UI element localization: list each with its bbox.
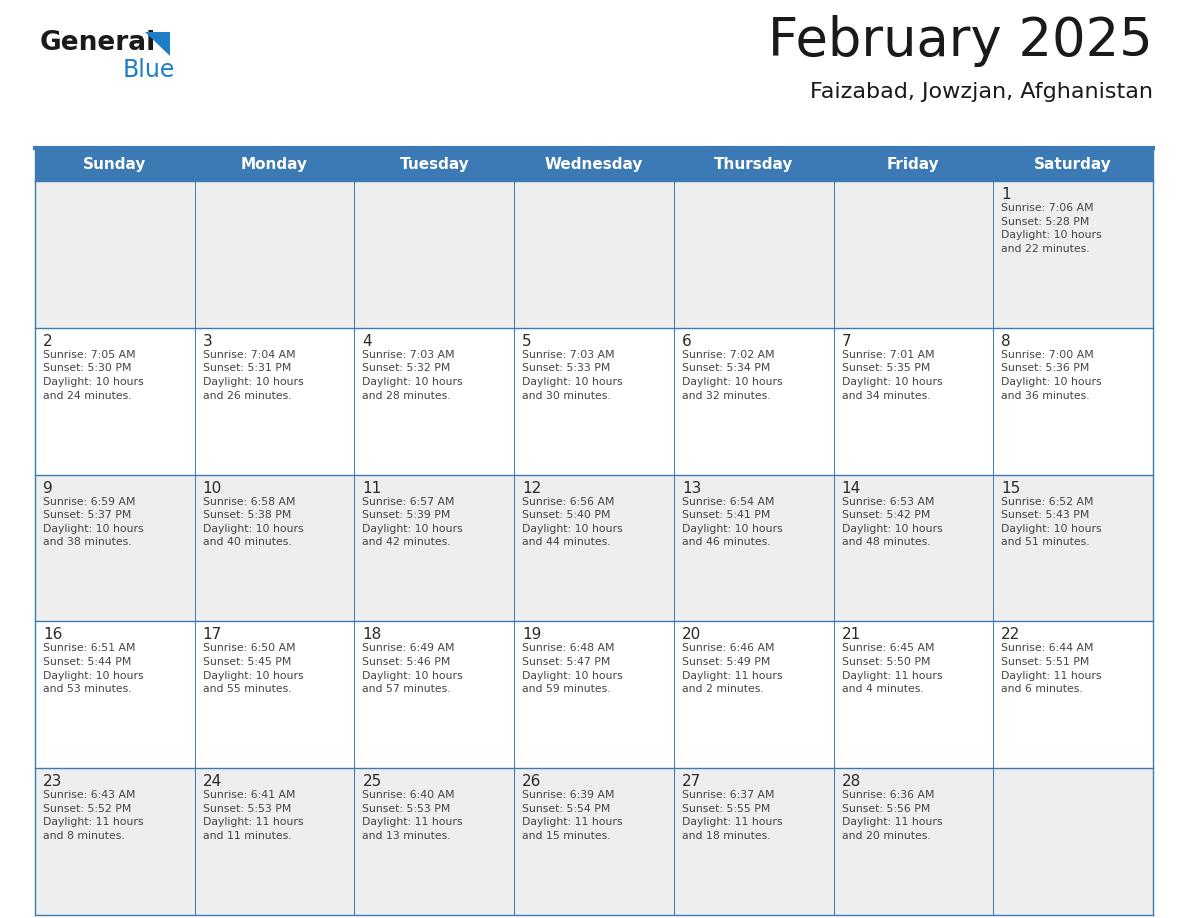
Text: Sunrise: 6:52 AM
Sunset: 5:43 PM
Daylight: 10 hours
and 51 minutes.: Sunrise: 6:52 AM Sunset: 5:43 PM Dayligh… [1001, 497, 1102, 547]
Text: 13: 13 [682, 481, 701, 496]
Text: 20: 20 [682, 627, 701, 643]
Text: 8: 8 [1001, 334, 1011, 349]
Text: 5: 5 [523, 334, 532, 349]
Text: 4: 4 [362, 334, 372, 349]
Text: 28: 28 [841, 774, 861, 789]
Text: 23: 23 [43, 774, 63, 789]
Text: Sunrise: 6:48 AM
Sunset: 5:47 PM
Daylight: 10 hours
and 59 minutes.: Sunrise: 6:48 AM Sunset: 5:47 PM Dayligh… [523, 644, 623, 694]
Text: Sunrise: 6:36 AM
Sunset: 5:56 PM
Daylight: 11 hours
and 20 minutes.: Sunrise: 6:36 AM Sunset: 5:56 PM Dayligh… [841, 790, 942, 841]
Text: Sunrise: 6:49 AM
Sunset: 5:46 PM
Daylight: 10 hours
and 57 minutes.: Sunrise: 6:49 AM Sunset: 5:46 PM Dayligh… [362, 644, 463, 694]
Text: 2: 2 [43, 334, 52, 349]
Text: Sunrise: 7:03 AM
Sunset: 5:33 PM
Daylight: 10 hours
and 30 minutes.: Sunrise: 7:03 AM Sunset: 5:33 PM Dayligh… [523, 350, 623, 400]
Text: 3: 3 [203, 334, 213, 349]
Text: Sunrise: 7:05 AM
Sunset: 5:30 PM
Daylight: 10 hours
and 24 minutes.: Sunrise: 7:05 AM Sunset: 5:30 PM Dayligh… [43, 350, 144, 400]
Text: 14: 14 [841, 481, 861, 496]
Text: Sunrise: 6:39 AM
Sunset: 5:54 PM
Daylight: 11 hours
and 15 minutes.: Sunrise: 6:39 AM Sunset: 5:54 PM Dayligh… [523, 790, 623, 841]
Bar [34, 621, 1154, 768]
Text: Sunrise: 6:43 AM
Sunset: 5:52 PM
Daylight: 11 hours
and 8 minutes.: Sunrise: 6:43 AM Sunset: 5:52 PM Dayligh… [43, 790, 144, 841]
Text: 1: 1 [1001, 187, 1011, 202]
Text: Sunrise: 6:53 AM
Sunset: 5:42 PM
Daylight: 10 hours
and 48 minutes.: Sunrise: 6:53 AM Sunset: 5:42 PM Dayligh… [841, 497, 942, 547]
Text: Sunrise: 6:57 AM
Sunset: 5:39 PM
Daylight: 10 hours
and 42 minutes.: Sunrise: 6:57 AM Sunset: 5:39 PM Dayligh… [362, 497, 463, 547]
Text: 18: 18 [362, 627, 381, 643]
Text: Sunrise: 6:44 AM
Sunset: 5:51 PM
Daylight: 11 hours
and 6 minutes.: Sunrise: 6:44 AM Sunset: 5:51 PM Dayligh… [1001, 644, 1101, 694]
Bar [34, 768, 1154, 915]
Bar [34, 328, 1154, 475]
Text: Sunrise: 6:45 AM
Sunset: 5:50 PM
Daylight: 11 hours
and 4 minutes.: Sunrise: 6:45 AM Sunset: 5:50 PM Dayligh… [841, 644, 942, 694]
Text: Sunrise: 6:40 AM
Sunset: 5:53 PM
Daylight: 11 hours
and 13 minutes.: Sunrise: 6:40 AM Sunset: 5:53 PM Dayligh… [362, 790, 463, 841]
Text: 27: 27 [682, 774, 701, 789]
Text: Sunrise: 6:51 AM
Sunset: 5:44 PM
Daylight: 10 hours
and 53 minutes.: Sunrise: 6:51 AM Sunset: 5:44 PM Dayligh… [43, 644, 144, 694]
Text: 21: 21 [841, 627, 861, 643]
Text: Sunrise: 7:00 AM
Sunset: 5:36 PM
Daylight: 10 hours
and 36 minutes.: Sunrise: 7:00 AM Sunset: 5:36 PM Dayligh… [1001, 350, 1102, 400]
Text: Sunrise: 7:01 AM
Sunset: 5:35 PM
Daylight: 10 hours
and 34 minutes.: Sunrise: 7:01 AM Sunset: 5:35 PM Dayligh… [841, 350, 942, 400]
Text: 19: 19 [523, 627, 542, 643]
Text: Thursday: Thursday [714, 157, 794, 172]
Bar [34, 475, 1154, 621]
Text: General: General [40, 30, 157, 56]
Text: Friday: Friday [887, 157, 940, 172]
Text: Sunrise: 7:03 AM
Sunset: 5:32 PM
Daylight: 10 hours
and 28 minutes.: Sunrise: 7:03 AM Sunset: 5:32 PM Dayligh… [362, 350, 463, 400]
Text: Sunrise: 6:41 AM
Sunset: 5:53 PM
Daylight: 11 hours
and 11 minutes.: Sunrise: 6:41 AM Sunset: 5:53 PM Dayligh… [203, 790, 303, 841]
Text: Sunrise: 7:02 AM
Sunset: 5:34 PM
Daylight: 10 hours
and 32 minutes.: Sunrise: 7:02 AM Sunset: 5:34 PM Dayligh… [682, 350, 783, 400]
Text: 11: 11 [362, 481, 381, 496]
Text: Saturday: Saturday [1035, 157, 1112, 172]
Text: 26: 26 [523, 774, 542, 789]
Text: Monday: Monday [241, 157, 308, 172]
Text: Wednesday: Wednesday [545, 157, 643, 172]
Text: Sunrise: 6:58 AM
Sunset: 5:38 PM
Daylight: 10 hours
and 40 minutes.: Sunrise: 6:58 AM Sunset: 5:38 PM Dayligh… [203, 497, 303, 547]
Text: 12: 12 [523, 481, 542, 496]
Text: 10: 10 [203, 481, 222, 496]
Text: Sunrise: 6:50 AM
Sunset: 5:45 PM
Daylight: 10 hours
and 55 minutes.: Sunrise: 6:50 AM Sunset: 5:45 PM Dayligh… [203, 644, 303, 694]
Text: Sunrise: 6:59 AM
Sunset: 5:37 PM
Daylight: 10 hours
and 38 minutes.: Sunrise: 6:59 AM Sunset: 5:37 PM Dayligh… [43, 497, 144, 547]
Text: 6: 6 [682, 334, 691, 349]
Text: 16: 16 [43, 627, 63, 643]
Text: Tuesday: Tuesday [399, 157, 469, 172]
Bar [34, 148, 1154, 181]
Text: 15: 15 [1001, 481, 1020, 496]
Text: Sunrise: 6:54 AM
Sunset: 5:41 PM
Daylight: 10 hours
and 46 minutes.: Sunrise: 6:54 AM Sunset: 5:41 PM Dayligh… [682, 497, 783, 547]
Text: Sunrise: 6:46 AM
Sunset: 5:49 PM
Daylight: 11 hours
and 2 minutes.: Sunrise: 6:46 AM Sunset: 5:49 PM Dayligh… [682, 644, 783, 694]
Text: 7: 7 [841, 334, 851, 349]
Text: Sunrise: 7:06 AM
Sunset: 5:28 PM
Daylight: 10 hours
and 22 minutes.: Sunrise: 7:06 AM Sunset: 5:28 PM Dayligh… [1001, 203, 1102, 253]
Text: 24: 24 [203, 774, 222, 789]
Text: February 2025: February 2025 [769, 15, 1154, 67]
Text: Sunrise: 6:37 AM
Sunset: 5:55 PM
Daylight: 11 hours
and 18 minutes.: Sunrise: 6:37 AM Sunset: 5:55 PM Dayligh… [682, 790, 783, 841]
Text: Sunday: Sunday [83, 157, 146, 172]
Text: 22: 22 [1001, 627, 1020, 643]
Text: 9: 9 [43, 481, 52, 496]
Text: 17: 17 [203, 627, 222, 643]
Text: Blue: Blue [124, 58, 176, 82]
Text: 25: 25 [362, 774, 381, 789]
Text: Faizabad, Jowzjan, Afghanistan: Faizabad, Jowzjan, Afghanistan [810, 82, 1154, 102]
Text: Sunrise: 7:04 AM
Sunset: 5:31 PM
Daylight: 10 hours
and 26 minutes.: Sunrise: 7:04 AM Sunset: 5:31 PM Dayligh… [203, 350, 303, 400]
Bar [34, 181, 1154, 328]
Polygon shape [145, 32, 170, 56]
Text: Sunrise: 6:56 AM
Sunset: 5:40 PM
Daylight: 10 hours
and 44 minutes.: Sunrise: 6:56 AM Sunset: 5:40 PM Dayligh… [523, 497, 623, 547]
